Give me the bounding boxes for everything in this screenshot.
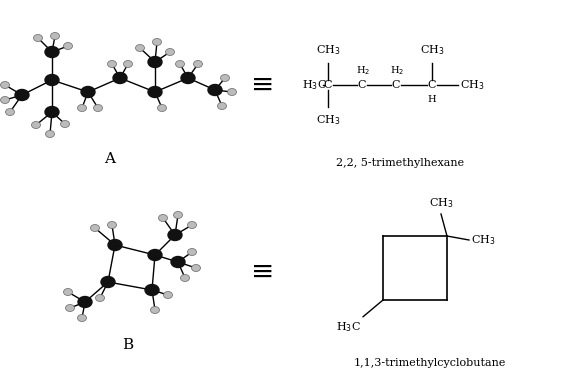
Ellipse shape (94, 105, 102, 111)
Ellipse shape (166, 49, 174, 56)
Ellipse shape (45, 47, 59, 58)
Ellipse shape (78, 314, 86, 321)
Ellipse shape (159, 214, 167, 221)
Ellipse shape (191, 265, 201, 272)
Text: ≡: ≡ (251, 71, 275, 98)
Ellipse shape (95, 294, 105, 301)
Ellipse shape (90, 225, 99, 232)
Ellipse shape (136, 45, 144, 51)
Text: C: C (358, 80, 366, 90)
Ellipse shape (151, 307, 159, 314)
Text: CH$_3$: CH$_3$ (316, 43, 340, 57)
Ellipse shape (113, 73, 127, 83)
Ellipse shape (66, 305, 75, 312)
Ellipse shape (174, 212, 182, 218)
Text: CH$_3$: CH$_3$ (316, 113, 340, 127)
Ellipse shape (187, 221, 197, 229)
Ellipse shape (208, 85, 222, 96)
Ellipse shape (1, 82, 10, 89)
Text: 1,1,3-trimethylcyclobutane: 1,1,3-trimethylcyclobutane (354, 358, 506, 368)
Text: 2,2, 5-trimethylhexane: 2,2, 5-trimethylhexane (336, 158, 464, 168)
Text: H$_3$C: H$_3$C (302, 78, 327, 92)
Text: ≡: ≡ (251, 258, 275, 285)
Ellipse shape (1, 96, 10, 103)
Ellipse shape (32, 122, 40, 129)
Text: H$_3$C: H$_3$C (336, 320, 361, 334)
Ellipse shape (175, 60, 185, 67)
Text: C: C (324, 80, 332, 90)
Ellipse shape (228, 89, 236, 96)
Ellipse shape (148, 249, 162, 261)
Ellipse shape (60, 120, 70, 127)
Text: H$_2$: H$_2$ (390, 65, 404, 77)
Ellipse shape (63, 42, 72, 49)
Ellipse shape (194, 60, 202, 67)
Ellipse shape (148, 56, 162, 67)
Ellipse shape (15, 89, 29, 100)
Ellipse shape (6, 109, 14, 116)
Ellipse shape (158, 105, 167, 111)
Text: CH$_3$: CH$_3$ (460, 78, 485, 92)
Ellipse shape (181, 73, 195, 83)
Ellipse shape (45, 131, 55, 138)
Text: CH$_3$: CH$_3$ (420, 43, 444, 57)
Ellipse shape (45, 107, 59, 118)
Ellipse shape (124, 60, 132, 67)
Text: H$_2$: H$_2$ (356, 65, 370, 77)
Text: B: B (122, 338, 133, 352)
Ellipse shape (171, 256, 185, 267)
Ellipse shape (108, 60, 117, 67)
Ellipse shape (168, 229, 182, 241)
Ellipse shape (108, 221, 117, 229)
Text: A: A (105, 152, 116, 166)
Text: C: C (428, 80, 436, 90)
Text: CH$_3$: CH$_3$ (471, 233, 496, 247)
Ellipse shape (45, 74, 59, 85)
Ellipse shape (101, 276, 115, 287)
Ellipse shape (163, 292, 172, 298)
Ellipse shape (33, 34, 43, 42)
Ellipse shape (51, 33, 59, 40)
Ellipse shape (148, 87, 162, 98)
Ellipse shape (217, 102, 227, 109)
Ellipse shape (78, 105, 86, 111)
Text: H: H (428, 94, 436, 103)
Ellipse shape (63, 289, 72, 296)
Ellipse shape (187, 249, 197, 256)
Text: CH$_3$: CH$_3$ (429, 196, 453, 210)
Ellipse shape (78, 296, 92, 307)
Ellipse shape (220, 74, 229, 82)
Ellipse shape (152, 38, 162, 45)
Ellipse shape (145, 285, 159, 296)
Text: C: C (392, 80, 400, 90)
Ellipse shape (108, 240, 122, 250)
Ellipse shape (181, 274, 190, 281)
Ellipse shape (81, 87, 95, 98)
